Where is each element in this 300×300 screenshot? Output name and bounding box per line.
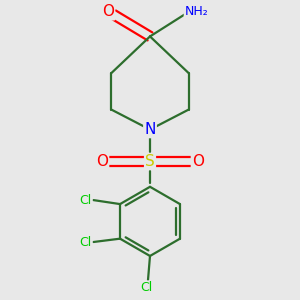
Text: O: O — [96, 154, 108, 169]
Text: NH₂: NH₂ — [185, 5, 208, 18]
Text: O: O — [102, 4, 114, 19]
Text: Cl: Cl — [140, 281, 153, 294]
Text: O: O — [192, 154, 204, 169]
Text: Cl: Cl — [79, 236, 92, 248]
Text: S: S — [145, 154, 155, 169]
Text: Cl: Cl — [79, 194, 92, 207]
Text: N: N — [144, 122, 156, 137]
